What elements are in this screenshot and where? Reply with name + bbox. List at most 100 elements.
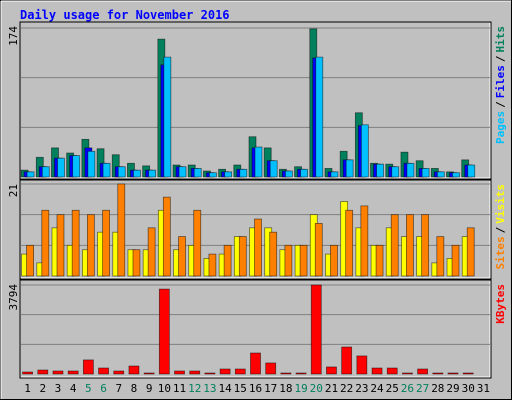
- x-tick-label: 17: [264, 382, 277, 395]
- bar: [432, 372, 444, 375]
- bar: [26, 171, 35, 178]
- x-tick-label: 15: [234, 382, 247, 395]
- bar: [57, 157, 65, 178]
- bar: [300, 168, 308, 178]
- legend: KBytes: [494, 284, 507, 324]
- x-tick-label: 28: [431, 382, 444, 395]
- x-tick-label: 3: [55, 382, 62, 395]
- x-tick-label: 1: [24, 382, 31, 395]
- bar: [326, 366, 337, 375]
- y-tick-label: 3794: [7, 284, 20, 311]
- x-tick-label: 24: [370, 382, 384, 395]
- bar: [37, 369, 49, 375]
- x-tick-label: 8: [131, 382, 138, 395]
- bar: [417, 368, 429, 375]
- bar: [402, 372, 413, 375]
- bar: [314, 223, 323, 277]
- y-tick-label: 174: [7, 26, 20, 46]
- bar: [406, 214, 414, 277]
- bar: [102, 162, 111, 178]
- x-tick-label: 12: [188, 382, 201, 395]
- bar: [386, 367, 398, 375]
- legend: Pages / Files / Hits: [494, 26, 507, 144]
- bar: [466, 227, 475, 277]
- bar: [209, 172, 217, 178]
- bar: [360, 205, 369, 277]
- bar: [421, 214, 430, 277]
- bar: [178, 166, 187, 178]
- bar: [72, 155, 81, 178]
- bar: [390, 214, 399, 277]
- bar: [341, 346, 353, 375]
- bar: [239, 168, 248, 178]
- bar: [102, 209, 110, 277]
- bar: [406, 162, 415, 178]
- bar: [22, 371, 33, 375]
- bar: [219, 368, 231, 375]
- legend-separator: /: [494, 55, 507, 62]
- bar: [330, 171, 339, 178]
- bar: [132, 249, 141, 277]
- x-tick-label: 2: [39, 382, 46, 395]
- x-tick-label: 27: [416, 382, 429, 395]
- bar: [204, 372, 216, 375]
- x-tick-label: 20: [310, 382, 323, 395]
- x-tick-label: 16: [249, 382, 262, 395]
- bar: [41, 209, 50, 277]
- bar: [269, 231, 278, 277]
- bar: [345, 209, 354, 277]
- bar: [113, 370, 125, 375]
- bar: [67, 370, 79, 375]
- bar: [345, 159, 354, 178]
- x-tick-label: 29: [446, 382, 459, 395]
- bar: [451, 244, 460, 277]
- bar: [391, 166, 400, 178]
- bar: [223, 244, 232, 277]
- bar: [162, 196, 171, 277]
- bar: [436, 171, 445, 178]
- bar: [447, 372, 459, 375]
- bar: [82, 359, 94, 375]
- bar: [265, 362, 277, 375]
- x-tick-label: 23: [355, 382, 368, 395]
- bar: [86, 214, 95, 277]
- bar: [254, 218, 262, 277]
- bar: [371, 367, 383, 375]
- bar: [193, 209, 202, 277]
- bar: [41, 166, 50, 178]
- legend-entry: Sites: [494, 236, 507, 269]
- bar: [147, 227, 156, 277]
- bar: [189, 370, 201, 375]
- bar: [310, 284, 322, 375]
- x-tick-label: 21: [325, 382, 338, 395]
- x-tick-label: 9: [146, 382, 153, 395]
- bar: [356, 355, 368, 375]
- bar: [178, 236, 186, 277]
- bar: [133, 169, 141, 178]
- bar: [117, 166, 126, 178]
- legend-entry: Files: [494, 65, 507, 98]
- x-tick-label: 31: [477, 382, 490, 395]
- bar: [193, 168, 202, 178]
- bar: [158, 288, 170, 375]
- bar: [462, 372, 474, 375]
- bar: [26, 244, 34, 277]
- x-tick-label: 5: [85, 382, 92, 395]
- bar: [436, 236, 445, 277]
- bar: [360, 124, 369, 178]
- x-tick-label: 10: [158, 382, 171, 395]
- bar: [117, 183, 126, 277]
- legend-entry: Hits: [494, 26, 507, 53]
- x-tick-label: 11: [173, 382, 186, 395]
- x-tick-label: 13: [203, 382, 216, 395]
- bar: [295, 372, 307, 375]
- legend: Sites / Visits: [494, 184, 507, 270]
- bar: [421, 168, 430, 178]
- legend-separator: /: [494, 226, 507, 233]
- legend-entry: Visits: [494, 184, 507, 224]
- x-tick-label: 18: [279, 382, 292, 395]
- bar: [315, 56, 324, 178]
- bar: [234, 368, 246, 375]
- bar: [98, 367, 109, 375]
